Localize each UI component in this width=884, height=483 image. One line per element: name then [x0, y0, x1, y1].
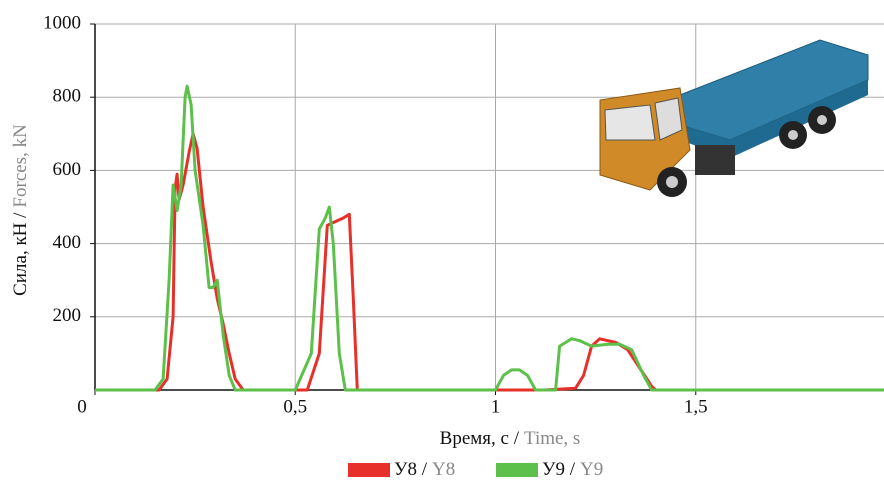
y-axis-label-ru: Сила, кН / [10, 212, 31, 296]
y-axis-label: Сила, кН / Forces, kN [10, 124, 31, 296]
x-tick-label: 1,5 [684, 396, 708, 417]
x-tick-label: 1 [491, 396, 501, 417]
legend-name-en: Y8 [432, 459, 455, 480]
legend-swatch [348, 463, 390, 477]
y-tick-label: 200 [53, 305, 82, 326]
series-line [95, 84, 884, 392]
x-axis-label-en: Time, s [524, 428, 580, 449]
legend-entry: У8 /Y8 [394, 459, 455, 480]
y-tick-label: 600 [53, 159, 82, 180]
y-tick-label: 1000 [43, 12, 81, 33]
x-tick-label: 0 [77, 396, 87, 417]
truck-illustration [599, 39, 869, 197]
x-axis-label-ru: Время, с / [440, 428, 520, 449]
legend-entry: У9 /Y9 [542, 459, 603, 480]
legend-swatch [496, 463, 538, 477]
legend-name-en: Y9 [580, 459, 603, 480]
x-tick-label: 0,5 [283, 396, 307, 417]
x-axis-label: Время, с / Time, s [440, 428, 581, 449]
y-tick-label: 400 [53, 232, 82, 253]
y-tick-label: 800 [53, 86, 82, 107]
series-line [95, 132, 884, 392]
legend-name: У8 / [394, 459, 428, 480]
y-axis-label-en: Forces, kN [10, 124, 31, 208]
legend-name: У9 / [542, 459, 576, 480]
